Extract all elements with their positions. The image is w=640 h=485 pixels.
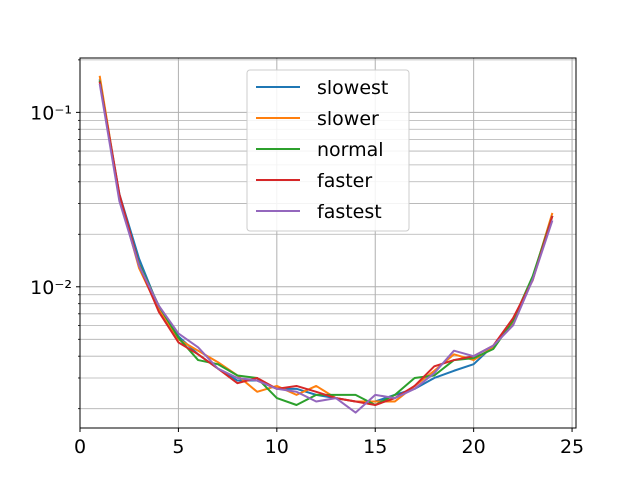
plot-frame — [79, 57, 577, 429]
legend-label-faster: faster — [317, 170, 372, 192]
x-tick-label: 25 — [560, 436, 584, 458]
legend-label-normal: normal — [317, 139, 384, 161]
x-tick-label: 0 — [74, 436, 86, 458]
series-line-fastest — [98, 83, 554, 414]
legend: slowest slower normal faster fastest — [246, 69, 410, 232]
axes: 10⁻² 10⁻¹ 0 5 10 15 20 25 — [30, 59, 584, 458]
legend-label-slower: slower — [317, 108, 379, 130]
legend-box — [246, 69, 410, 232]
x-tick-label: 15 — [363, 436, 387, 458]
x-tick-label: 5 — [172, 436, 184, 458]
legend-label-fastest: fastest — [317, 201, 382, 223]
y-tick-label: 10⁻² — [30, 277, 72, 299]
legend-label-slowest: slowest — [317, 77, 388, 99]
x-tick-label: 10 — [265, 436, 289, 458]
x-tick-label: 20 — [462, 436, 486, 458]
series-lines — [98, 75, 554, 414]
y-tick-label: 10⁻¹ — [30, 102, 72, 124]
